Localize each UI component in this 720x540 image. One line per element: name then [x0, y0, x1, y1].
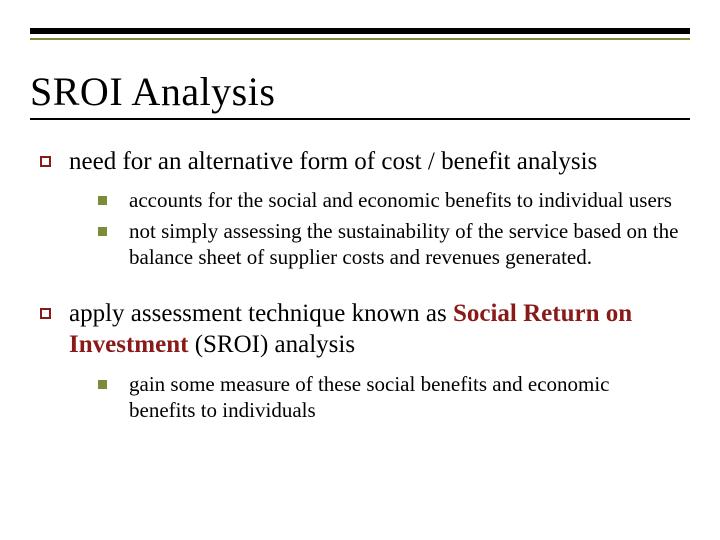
hollow-square-icon [40, 308, 51, 319]
title-underline [30, 118, 690, 120]
top-rule-thin [30, 38, 690, 40]
top-rule-thick [30, 28, 690, 34]
text-suffix: (SROI) analysis [188, 331, 355, 358]
sublist: gain some measure of these social benefi… [98, 371, 680, 424]
sublist: accounts for the social and economic ben… [98, 187, 680, 270]
list-item: need for an alternative form of cost / b… [40, 146, 680, 177]
filled-square-icon [98, 380, 107, 389]
slide-title: SROI Analysis [30, 68, 275, 115]
filled-square-icon [98, 227, 107, 236]
filled-square-icon [98, 196, 107, 205]
text-prefix: apply assessment technique known as [69, 300, 453, 327]
list-item-text: gain some measure of these social benefi… [129, 371, 680, 424]
list-item-text: accounts for the social and economic ben… [129, 187, 680, 213]
slide: SROI Analysis need for an alternative fo… [0, 0, 720, 540]
list-item-text: need for an alternative form of cost / b… [69, 146, 680, 177]
list-item-text: not simply assessing the sustainability … [129, 218, 680, 271]
slide-body: need for an alternative form of cost / b… [40, 146, 680, 451]
list-item: gain some measure of these social benefi… [98, 371, 680, 424]
list-item-text: apply assessment technique known as Soci… [69, 298, 680, 361]
list-item: not simply assessing the sustainability … [98, 218, 680, 271]
list-item: apply assessment technique known as Soci… [40, 298, 680, 361]
list-item: accounts for the social and economic ben… [98, 187, 680, 213]
hollow-square-icon [40, 156, 51, 167]
